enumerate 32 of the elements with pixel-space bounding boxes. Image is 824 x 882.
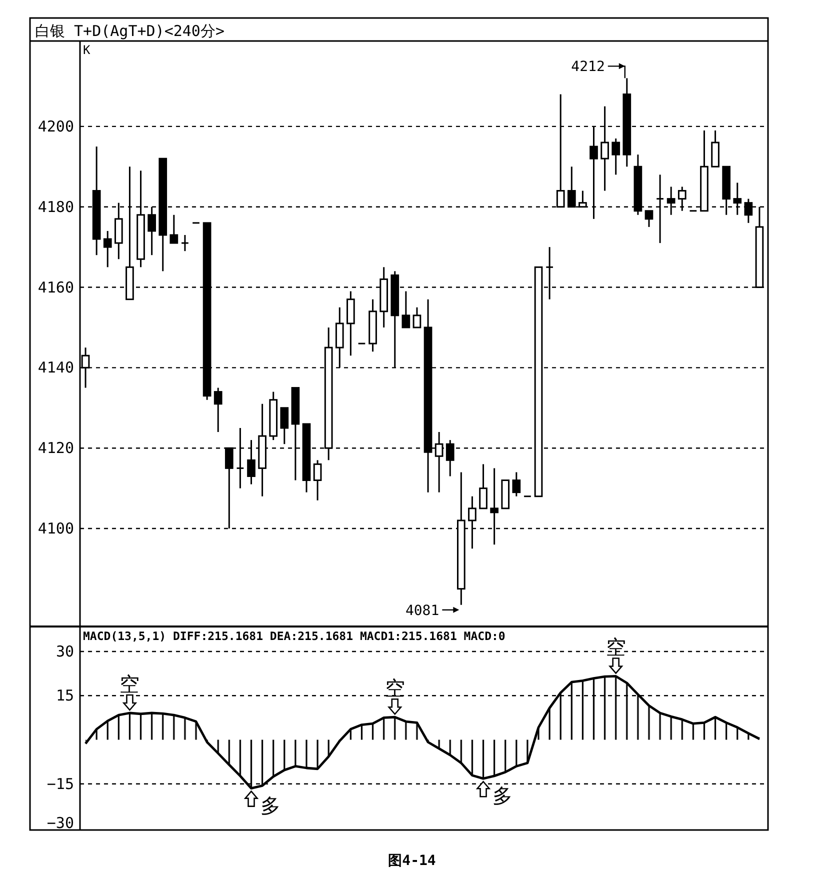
y-tick-label: 4100 bbox=[38, 520, 74, 538]
candlestick bbox=[313, 459, 322, 502]
annotation: K bbox=[83, 43, 91, 57]
candlestick bbox=[214, 387, 222, 433]
candlestick bbox=[612, 138, 620, 176]
annotation: 多 bbox=[492, 784, 512, 808]
candlestick bbox=[412, 306, 422, 328]
y-tick-label: 30 bbox=[56, 642, 74, 661]
candlestick bbox=[644, 210, 654, 228]
y-tick-label: 4140 bbox=[38, 358, 74, 377]
annotation: 多 bbox=[260, 793, 280, 818]
candlestick bbox=[180, 234, 190, 252]
candlestick bbox=[402, 290, 410, 328]
annotation: 4081 bbox=[405, 602, 440, 619]
annotation: 空 bbox=[606, 635, 626, 660]
candlestick bbox=[512, 471, 521, 498]
y-tick-label: −15 bbox=[46, 774, 74, 793]
y-tick-label: 4120 bbox=[38, 439, 74, 458]
candlestick bbox=[280, 407, 289, 445]
chart-subtitle: MACD(13,5,1) DIFF:215.1681 DEA:215.1681 MACD1:215.1681 MACD:0 bbox=[83, 629, 506, 643]
annotation: 4212 bbox=[571, 59, 605, 76]
y-tick-label: −30 bbox=[46, 814, 74, 832]
caption: 图4-14 bbox=[388, 853, 436, 869]
y-tick-label: 4180 bbox=[38, 198, 74, 216]
chart-title: 白银 T+D(AgT+D)<240分> bbox=[35, 22, 224, 40]
candlestick bbox=[479, 463, 488, 510]
annotation: 空 bbox=[120, 672, 140, 696]
y-tick-label: 4200 bbox=[38, 117, 74, 136]
candlestick bbox=[170, 214, 178, 244]
y-tick-label: 4160 bbox=[38, 278, 74, 296]
y-tick-label: 15 bbox=[56, 686, 74, 705]
candlestick bbox=[103, 230, 112, 268]
